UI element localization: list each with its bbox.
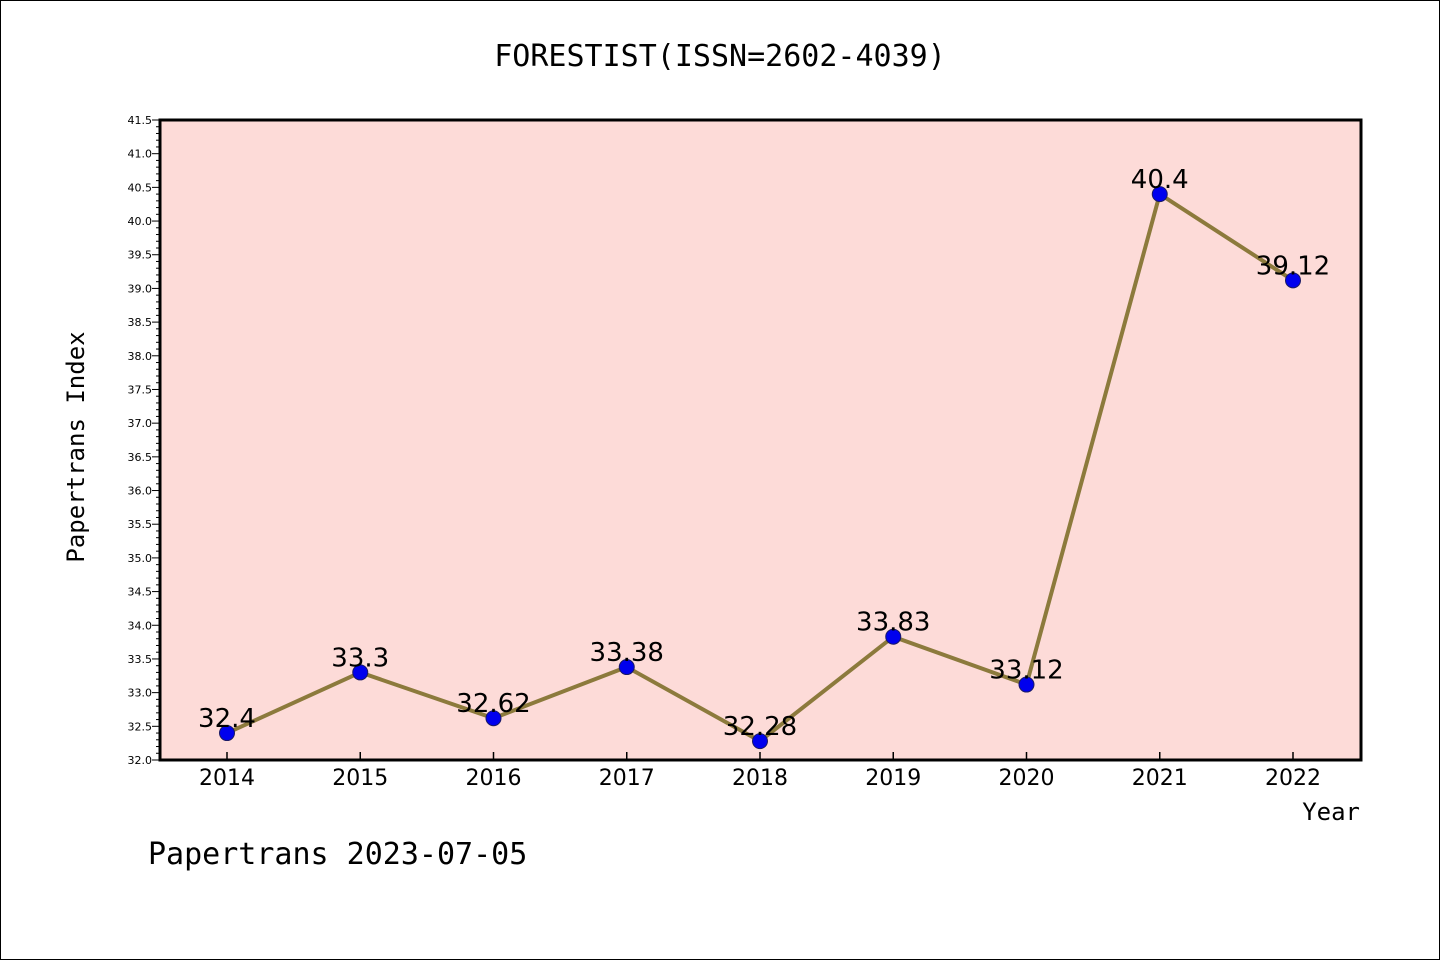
x-tick-label: 2020 — [999, 766, 1055, 791]
y-tick-label: 40.5 — [128, 181, 153, 194]
data-point — [752, 733, 768, 750]
data-point — [219, 725, 235, 742]
series-group — [219, 186, 1301, 750]
x-tick-label: 2014 — [199, 766, 255, 791]
data-label: 39.12 — [1256, 251, 1330, 281]
plot-border — [158, 118, 1363, 762]
data-label: 40.4 — [1131, 165, 1189, 195]
footer-credit: Papertrans 2023-07-05 — [148, 837, 527, 872]
plot-area — [160, 120, 1361, 760]
data-point — [352, 664, 369, 681]
data-label: 32.28 — [723, 712, 797, 742]
y-tick-label: 32.0 — [128, 754, 153, 767]
y-tick-label: 35.5 — [128, 518, 153, 531]
data-labels: 32.4 33.3 32.62 33.38 32.28 33.83 33.12 40.4 39.… — [198, 165, 1330, 742]
x-tick-label: 2019 — [865, 766, 921, 791]
y-axis-title: Papertrans Index — [62, 331, 90, 562]
x-tick-label: 2016 — [466, 766, 522, 791]
y-tick-label: 41.0 — [128, 148, 153, 161]
data-label: 33.83 — [856, 608, 930, 638]
data-point — [1151, 186, 1168, 203]
y-tick-label: 37.5 — [128, 383, 153, 396]
y-tick-label: 36.5 — [128, 451, 153, 464]
data-point — [1018, 676, 1035, 693]
y-tick-label: 38.0 — [128, 350, 153, 363]
data-label: 33.12 — [989, 656, 1063, 686]
data-label: 32.62 — [456, 689, 530, 719]
y-tick-label: 38.5 — [128, 316, 153, 329]
data-point — [485, 710, 502, 727]
y-tick-label: 39.0 — [128, 282, 153, 295]
x-tick-label: 2021 — [1132, 766, 1188, 791]
y-tick-label: 39.5 — [128, 249, 153, 262]
x-tick-label: 2018 — [732, 766, 788, 791]
data-label: 33.3 — [331, 643, 389, 673]
data-point — [1285, 272, 1301, 289]
data-label: 33.38 — [590, 638, 664, 668]
y-axis: 32.0 32.5 33.0 33.5 34.0 34.5 35.0 35.5 36.0 36.5… — [128, 114, 160, 767]
y-tick-label: 34.5 — [128, 586, 153, 599]
y-tick-label: 41.5 — [128, 114, 153, 127]
y-tick-label: 40.0 — [128, 215, 153, 228]
chart-title: FORESTIST(ISSN=2602-4039) — [494, 39, 946, 74]
x-axis-title: Year — [1302, 798, 1360, 826]
data-point — [885, 628, 902, 645]
x-tick-label: 2022 — [1265, 766, 1321, 791]
y-tick-label: 33.5 — [128, 653, 153, 666]
y-tick-label: 37.0 — [128, 417, 153, 430]
y-tick-label: 35.0 — [128, 552, 153, 565]
x-axis: 2014 2015 2016 2017 2018 2019 2020 2021 2022 — [199, 752, 1321, 791]
data-label: 32.4 — [198, 704, 256, 734]
x-tick-label: 2017 — [599, 766, 655, 791]
y-tick-label: 33.0 — [128, 687, 153, 700]
x-tick-label: 2015 — [332, 766, 388, 791]
data-point — [618, 659, 635, 676]
y-tick-label: 34.0 — [128, 619, 153, 632]
y-tick-label: 32.5 — [128, 720, 153, 733]
y-tick-label: 36.0 — [128, 485, 153, 498]
